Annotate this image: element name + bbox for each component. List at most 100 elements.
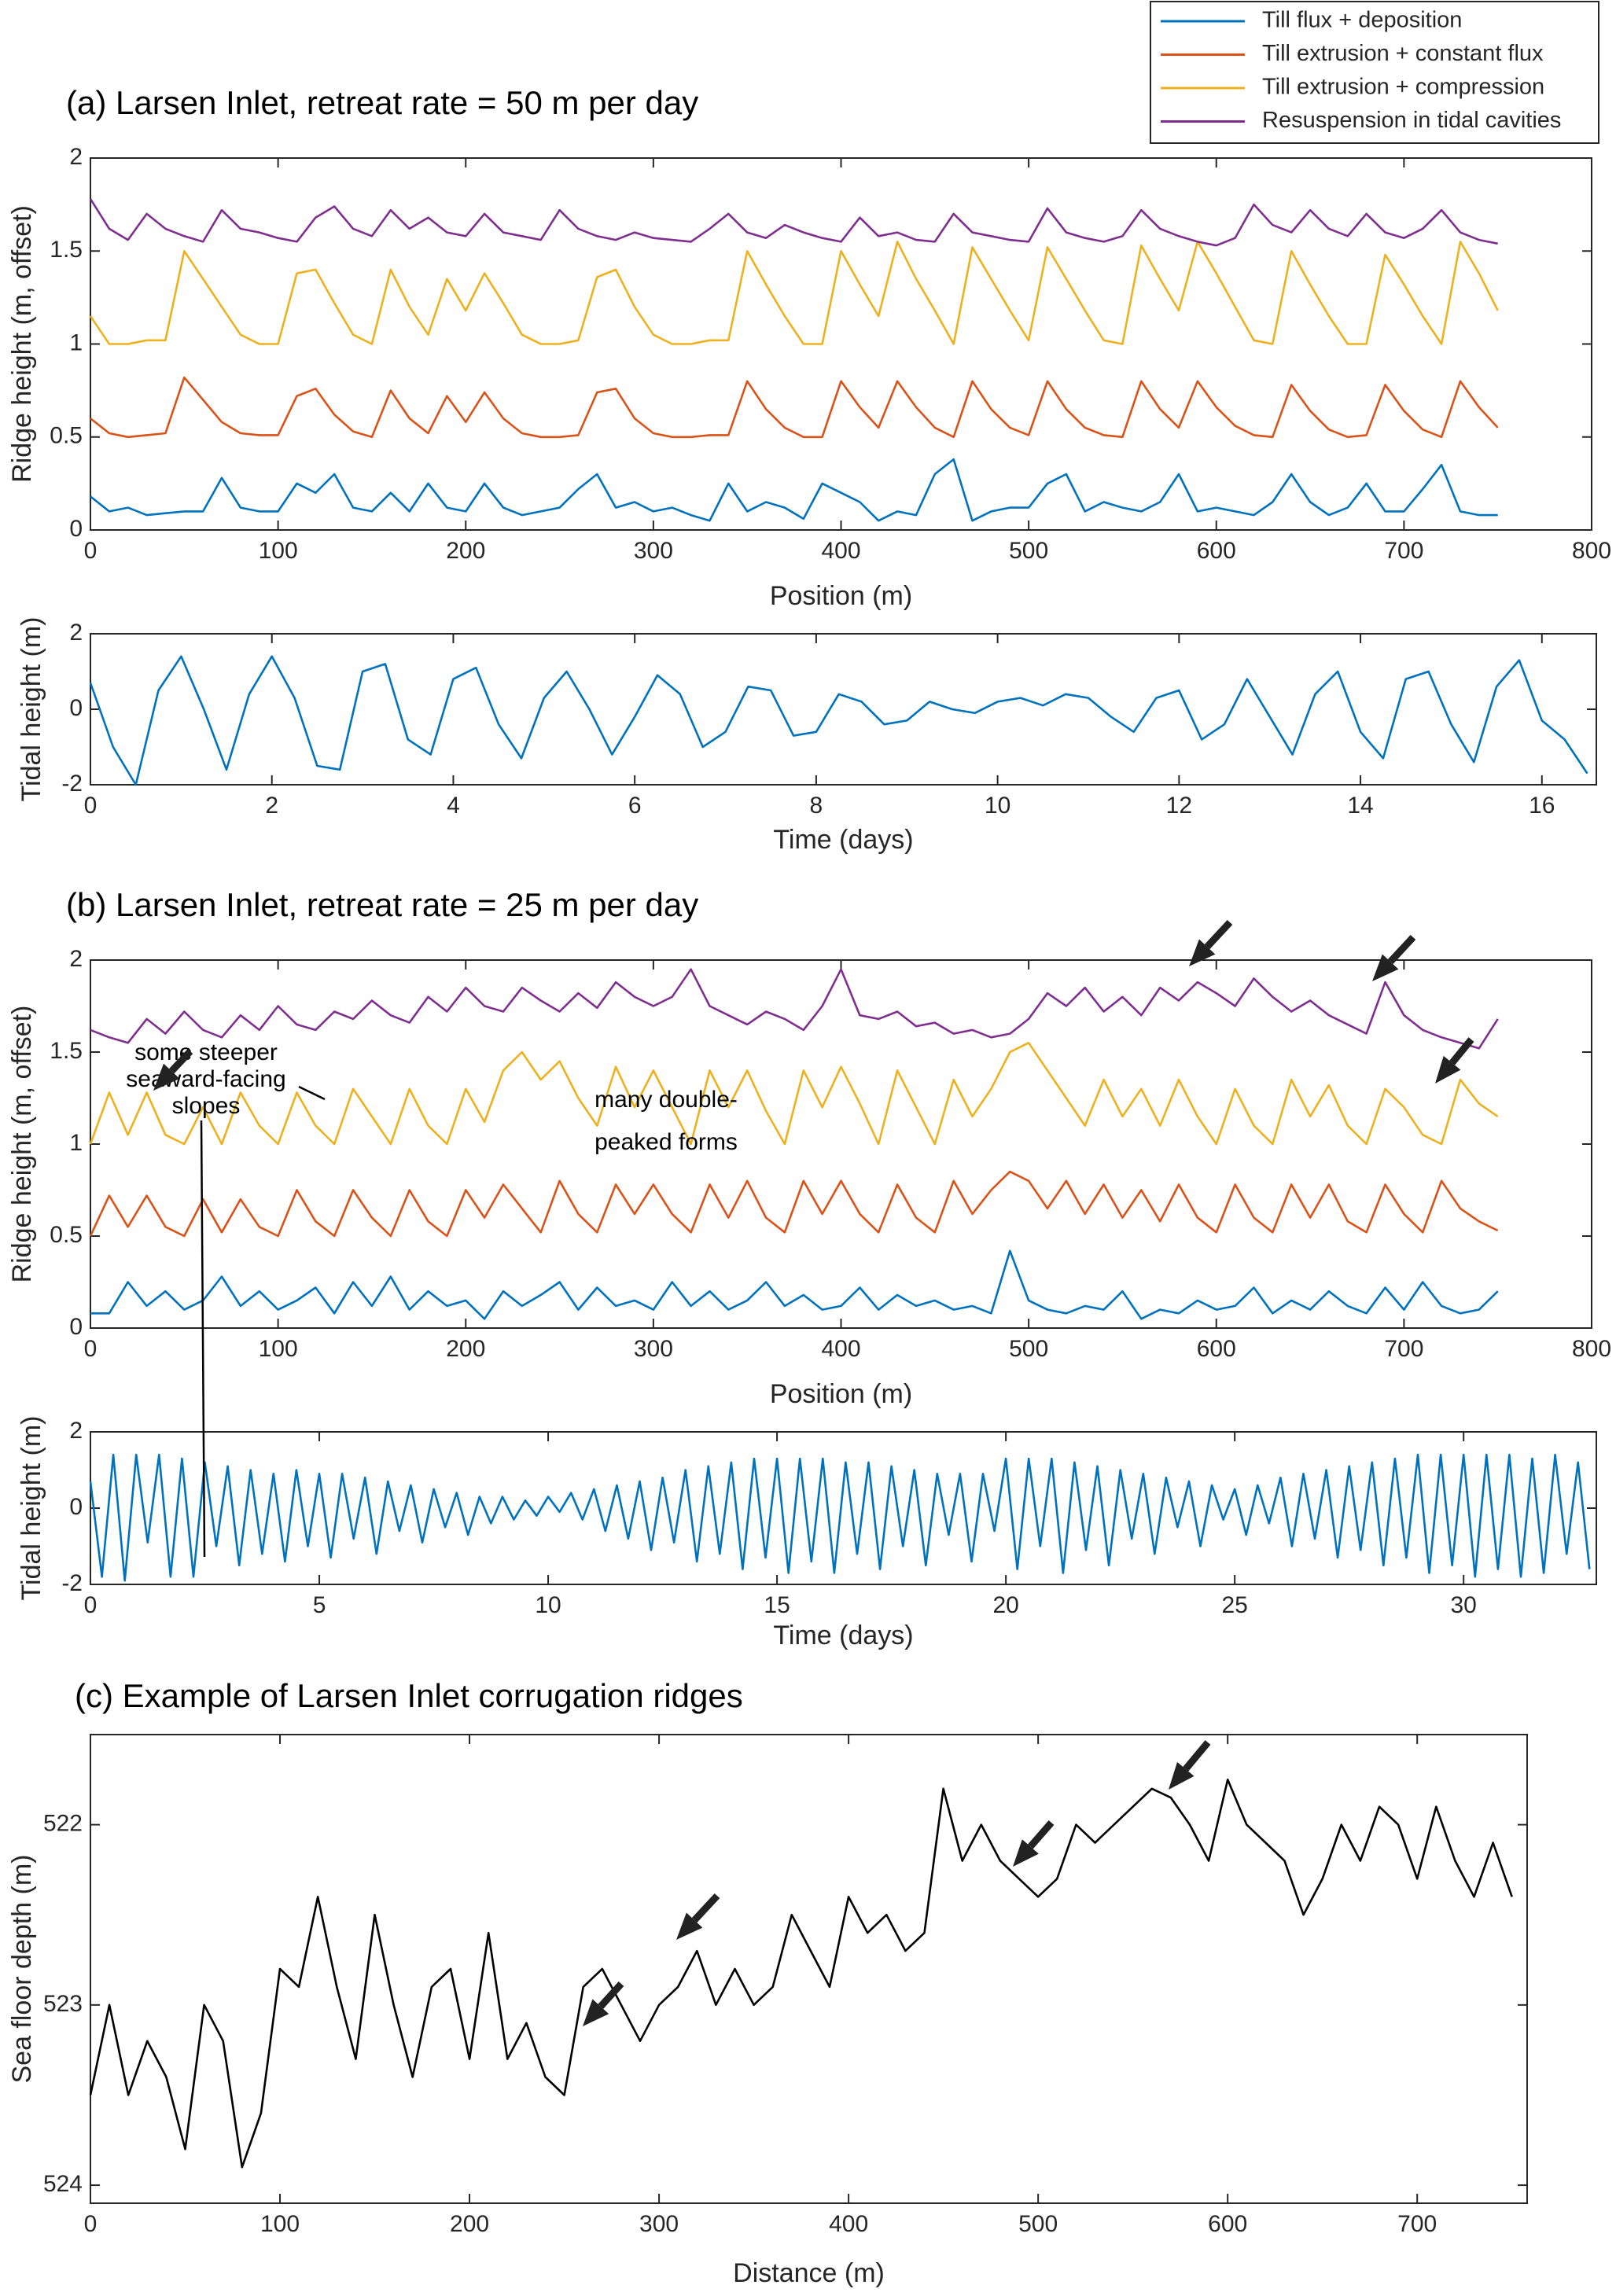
chart-title: (c) Example of Larsen Inlet corrugation …: [75, 1677, 743, 1714]
x-tick-label: 800: [1572, 1336, 1611, 1362]
legend: Till flux + deposition Till extrusion + c…: [1150, 1, 1599, 144]
y-tick-label: 0: [69, 1494, 83, 1520]
y-tick-label: 0: [69, 1314, 83, 1340]
arrow: [1449, 1037, 1474, 1065]
arrow-head: [583, 1999, 609, 2026]
chart-title: (b) Larsen Inlet, retreat rate = 25 m pe…: [66, 886, 698, 923]
data-line: [89, 655, 1588, 786]
axes-box: [90, 157, 1592, 531]
legend-label: Till flux + deposition: [1262, 8, 1462, 33]
x-tick-label: 600: [1208, 2211, 1247, 2237]
x-tick-label: 12: [1166, 793, 1192, 819]
y-axis-label: Tidal height (m): [17, 1416, 46, 1601]
x-tick-label: 300: [634, 538, 673, 564]
arrow: [598, 1981, 624, 2009]
x-tick-label: 400: [829, 2211, 868, 2237]
x-tick-label: 30: [1451, 1592, 1477, 1618]
x-tick-label: 600: [1197, 538, 1236, 564]
x-tick-label: 10: [535, 1592, 561, 1618]
x-tick-label: 16: [1529, 793, 1555, 819]
x-tick-label: 800: [1572, 538, 1611, 564]
x-tick-label: 8: [810, 793, 823, 819]
x-tick-label: 2: [265, 793, 278, 819]
legend-label: Till extrusion + constant flux: [1262, 41, 1544, 66]
x-tick-label: 600: [1197, 1336, 1236, 1362]
data-line: [89, 1453, 1591, 1582]
x-tick-label: 0: [84, 1336, 98, 1362]
data-line: [90, 376, 1499, 439]
x-tick-label: 20: [992, 1592, 1018, 1618]
y-tick-label: 523: [43, 1991, 83, 2017]
y-tick-label: -2: [61, 1570, 83, 1596]
arrow: [1183, 1740, 1211, 1772]
arrow-head: [1372, 954, 1399, 981]
y-tick-label: 1: [69, 329, 83, 355]
x-tick-label: 700: [1384, 538, 1423, 564]
x-tick-label: 200: [450, 2211, 489, 2237]
y-axis-label: Tidal height (m): [17, 617, 46, 802]
x-tick-label: 300: [634, 1336, 673, 1362]
x-tick-label: 700: [1397, 2211, 1437, 2237]
arrow: [1387, 934, 1416, 965]
y-axis-label: Ridge height (m, offset): [7, 1006, 37, 1283]
x-tick-label: 4: [447, 793, 460, 819]
y-tick-label: 522: [43, 1811, 83, 1837]
data-line: [90, 968, 1499, 1050]
axes-box: [90, 1431, 1597, 1585]
pointer: [298, 1085, 326, 1101]
x-tick-label: 100: [260, 2211, 300, 2237]
x-tick-label: 14: [1347, 793, 1373, 819]
arrow-head: [153, 1063, 180, 1091]
y-tick-label: 0.5: [50, 1222, 83, 1248]
y-tick-label: 1: [69, 1130, 83, 1156]
y-axis-label: Sea floor depth (m): [7, 1854, 37, 2083]
x-tick-label: 0: [84, 538, 98, 564]
y-tick-label: 2: [69, 144, 83, 170]
y-tick-label: 0.5: [50, 423, 83, 449]
x-axis-label: Distance (m): [733, 2258, 885, 2288]
data-line: [90, 1249, 1499, 1320]
y-tick-label: 0: [69, 516, 83, 542]
x-tick-label: 15: [764, 1592, 790, 1618]
arrow-head: [1189, 939, 1216, 966]
arrow-head: [1435, 1055, 1461, 1084]
x-tick-label: 300: [639, 2211, 679, 2237]
x-tick-label: 400: [821, 1336, 860, 1362]
x-tick-label: 100: [259, 538, 298, 564]
y-axis-label: Ridge height (m, offset): [7, 205, 37, 483]
y-tick-label: 0: [69, 695, 83, 721]
legend-box: [1150, 1, 1599, 144]
x-axis-label: Position (m): [770, 581, 912, 611]
annotation: peaked forms: [594, 1129, 738, 1155]
x-tick-label: 10: [985, 793, 1010, 819]
y-tick-label: 1.5: [50, 237, 83, 263]
x-tick-label: 100: [259, 1336, 298, 1362]
x-tick-label: 700: [1384, 1336, 1423, 1362]
arrow-head: [676, 1912, 703, 1940]
arrow: [169, 1048, 193, 1074]
pointer: [200, 1120, 206, 1558]
x-axis-label: Position (m): [770, 1379, 912, 1409]
chart-title: (a) Larsen Inlet, retreat rate = 50 m pe…: [66, 84, 698, 121]
annotation: many double-: [594, 1087, 738, 1113]
data-line: [90, 458, 1498, 522]
y-tick-label: 524: [43, 2171, 83, 2197]
data-line: [89, 1170, 1499, 1238]
arrow: [691, 1893, 720, 1923]
arrow: [1204, 919, 1233, 950]
y-tick-label: 2: [69, 620, 83, 646]
x-tick-label: 200: [446, 1336, 485, 1362]
y-tick-label: -2: [61, 771, 83, 797]
x-tick-label: 6: [628, 793, 642, 819]
x-tick-label: 5: [313, 1592, 326, 1618]
x-tick-label: 25: [1221, 1592, 1247, 1618]
x-tick-label: 400: [821, 538, 860, 564]
x-tick-label: 500: [1009, 1336, 1048, 1362]
y-tick-label: 1.5: [50, 1038, 83, 1064]
x-tick-label: 500: [1009, 538, 1048, 564]
data-line: [89, 1779, 1513, 2169]
data-line: [89, 198, 1498, 247]
axes-box: [90, 1734, 1528, 2204]
legend-label: Resuspension in tidal cavities: [1262, 108, 1561, 133]
